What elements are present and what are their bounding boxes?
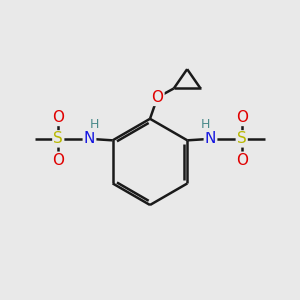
Text: O: O (236, 153, 248, 168)
Text: H: H (200, 118, 210, 131)
Text: N: N (205, 131, 216, 146)
Text: S: S (53, 131, 63, 146)
Text: O: O (52, 110, 64, 125)
Text: N: N (84, 131, 95, 146)
Text: O: O (52, 153, 64, 168)
Text: O: O (236, 110, 248, 125)
Text: S: S (237, 131, 247, 146)
Text: H: H (90, 118, 100, 131)
Text: O: O (152, 90, 164, 105)
